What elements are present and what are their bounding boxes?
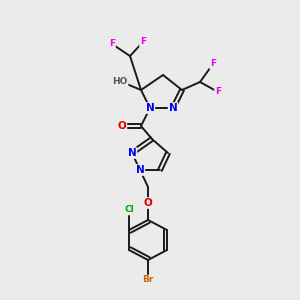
Text: HO: HO: [112, 76, 128, 85]
Text: O: O: [118, 121, 126, 131]
Text: N: N: [128, 148, 136, 158]
Text: N: N: [136, 165, 144, 175]
Text: F: F: [215, 88, 221, 97]
Text: N: N: [169, 103, 177, 113]
Text: N: N: [146, 103, 154, 113]
Text: F: F: [109, 40, 115, 49]
Text: Br: Br: [142, 275, 154, 284]
Text: Cl: Cl: [124, 206, 134, 214]
Text: O: O: [144, 198, 152, 208]
Text: F: F: [140, 38, 146, 46]
Text: F: F: [210, 59, 216, 68]
